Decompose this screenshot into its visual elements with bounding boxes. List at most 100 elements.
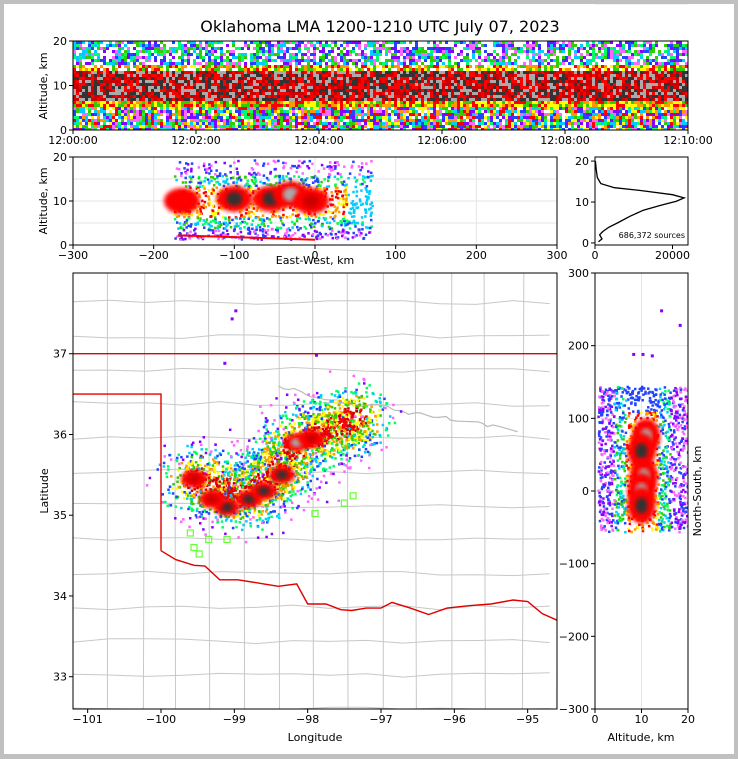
- time-height-cell: [187, 71, 190, 74]
- time-height-cell: [553, 41, 556, 44]
- time-height-cell: [487, 86, 490, 89]
- time-height-cell: [289, 71, 292, 74]
- time-height-cell: [385, 128, 388, 130]
- time-height-cell: [562, 44, 565, 47]
- time-height-cell: [631, 74, 634, 77]
- time-height-cell: [421, 92, 424, 95]
- time-height-cell: [535, 53, 538, 56]
- time-height-cell: [259, 41, 262, 44]
- time-height-cell: [127, 65, 130, 68]
- time-height-cell: [100, 95, 103, 98]
- time-height-cell: [259, 86, 262, 89]
- time-height-cell: [82, 89, 85, 92]
- time-height-cell: [643, 80, 646, 83]
- time-height-cell: [526, 107, 529, 110]
- time-height-cell: [157, 122, 160, 125]
- time-height-cell: [382, 104, 385, 107]
- time-height-cell: [478, 77, 481, 80]
- time-height-cell: [628, 98, 631, 101]
- time-height-cell: [427, 101, 430, 104]
- time-height-cell: [292, 56, 295, 59]
- time-height-cell: [301, 77, 304, 80]
- time-height-cell: [643, 92, 646, 95]
- time-height-cell: [637, 86, 640, 89]
- time-height-cell: [436, 101, 439, 104]
- time-height-cell: [307, 98, 310, 101]
- time-height-cell: [148, 47, 151, 50]
- time-height-cell: [265, 107, 268, 110]
- time-height-cell: [508, 83, 511, 86]
- time-height-cell: [301, 110, 304, 113]
- time-height-cell: [103, 50, 106, 53]
- time-height-cell: [598, 98, 601, 101]
- time-height-cell: [487, 92, 490, 95]
- time-height-cell: [217, 122, 220, 125]
- time-height-cell: [202, 101, 205, 104]
- time-height-cell: [595, 125, 598, 128]
- time-height-cell: [310, 74, 313, 77]
- time-height-cell: [622, 83, 625, 86]
- time-height-cell: [559, 116, 562, 119]
- time-height-cell: [487, 74, 490, 77]
- time-height-cell: [262, 50, 265, 53]
- time-height-cell: [208, 62, 211, 65]
- time-height-cell: [517, 77, 520, 80]
- time-height-cell: [385, 59, 388, 62]
- time-height-cell: [457, 125, 460, 128]
- time-height-cell: [226, 125, 229, 128]
- time-height-cell: [160, 62, 163, 65]
- time-height-cell: [223, 65, 226, 68]
- time-height-cell: [562, 47, 565, 50]
- time-height-cell: [592, 44, 595, 47]
- time-height-cell: [157, 110, 160, 113]
- time-height-cell: [568, 104, 571, 107]
- time-height-cell: [151, 89, 154, 92]
- time-height-cell: [478, 101, 481, 104]
- time-height-cell: [424, 116, 427, 119]
- time-height-cell: [592, 74, 595, 77]
- time-height-cell: [382, 110, 385, 113]
- time-height-cell: [136, 101, 139, 104]
- time-height-cell: [289, 80, 292, 83]
- time-height-cell: [145, 119, 148, 122]
- time-height-cell: [499, 41, 502, 44]
- time-height-cell: [127, 62, 130, 65]
- time-height-cell: [76, 89, 79, 92]
- time-height-cell: [328, 113, 331, 116]
- time-height-cell: [301, 68, 304, 71]
- time-height-cell: [85, 83, 88, 86]
- time-height-cell: [571, 89, 574, 92]
- time-height-cell: [79, 89, 82, 92]
- time-height-cell: [310, 92, 313, 95]
- time-height-cell: [163, 92, 166, 95]
- time-height-cell: [646, 98, 649, 101]
- time-height-cell: [229, 125, 232, 128]
- time-height-cell: [412, 119, 415, 122]
- time-height-cell: [580, 62, 583, 65]
- time-height-cell: [136, 128, 139, 130]
- time-height-cell: [136, 65, 139, 68]
- time-height-cell: [379, 110, 382, 113]
- time-height-cell: [442, 101, 445, 104]
- time-height-cell: [346, 110, 349, 113]
- time-height-cell: [361, 50, 364, 53]
- time-height-cell: [406, 56, 409, 59]
- time-height-cell: [244, 77, 247, 80]
- time-height-cell: [616, 62, 619, 65]
- time-height-cell: [541, 62, 544, 65]
- time-height-cell: [220, 95, 223, 98]
- time-height-cell: [103, 113, 106, 116]
- time-height-cell: [181, 71, 184, 74]
- time-height-cell: [304, 86, 307, 89]
- time-height-cell: [505, 95, 508, 98]
- time-height-cell: [388, 89, 391, 92]
- time-height-cell: [547, 101, 550, 104]
- time-height-cell: [352, 107, 355, 110]
- time-height-cell: [277, 74, 280, 77]
- time-height-cell: [568, 92, 571, 95]
- time-height-cell: [616, 77, 619, 80]
- time-height-cell: [193, 104, 196, 107]
- time-height-cell: [496, 41, 499, 44]
- time-height-cell: [274, 107, 277, 110]
- time-height-cell: [148, 59, 151, 62]
